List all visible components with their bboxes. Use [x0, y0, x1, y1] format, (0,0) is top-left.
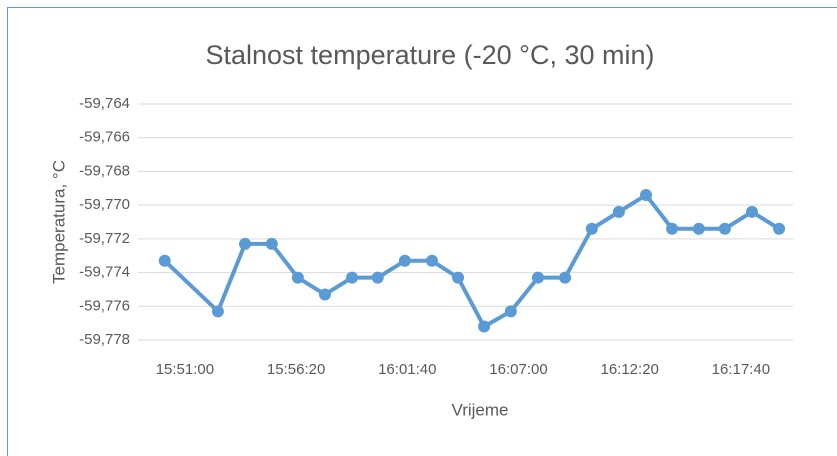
- data-point: [718, 222, 731, 235]
- chart-title: Stalnost temperature (-20 °C, 30 min): [206, 40, 655, 70]
- data-point: [504, 305, 517, 318]
- data-point: [559, 271, 572, 284]
- y-axis-label: Temperatura, °C: [49, 160, 68, 284]
- data-point: [478, 320, 491, 333]
- data-point: [291, 271, 304, 284]
- y-tick-label: -59,774: [79, 264, 130, 281]
- data-point: [318, 288, 331, 301]
- x-tick-label: 16:12:20: [600, 361, 658, 378]
- data-point: [452, 271, 465, 284]
- x-tick-label: 16:01:40: [378, 361, 436, 378]
- data-point: [666, 222, 679, 235]
- data-point: [265, 237, 278, 250]
- data-point: [371, 271, 384, 284]
- data-point: [531, 271, 544, 284]
- data-point: [398, 254, 411, 267]
- y-tick-label: -59,778: [79, 331, 130, 348]
- chart-border: [7, 7, 837, 456]
- data-point: [585, 222, 598, 235]
- data-point: [692, 222, 705, 235]
- x-tick-label: 16:17:40: [712, 361, 770, 378]
- data-point: [773, 222, 786, 235]
- data-point: [158, 254, 171, 267]
- y-tick-label: -59,772: [79, 230, 130, 247]
- data-point: [745, 205, 758, 218]
- x-axis-label: Vrijeme: [452, 400, 509, 419]
- data-point: [211, 305, 224, 318]
- data-point: [346, 271, 359, 284]
- y-tick-label: -59,766: [79, 129, 130, 146]
- y-tick-label: -59,770: [79, 196, 130, 213]
- data-point: [640, 189, 653, 202]
- y-tick-label: -59,768: [79, 162, 130, 179]
- y-tick-label: -59,764: [79, 95, 130, 112]
- x-tick-label: 16:07:00: [489, 361, 547, 378]
- data-point: [239, 237, 252, 250]
- data-point: [612, 205, 625, 218]
- x-tick-label: 15:56:20: [267, 361, 325, 378]
- y-tick-label: -59,776: [79, 297, 130, 314]
- x-tick-label: 15:51:00: [156, 361, 214, 378]
- data-point: [425, 254, 438, 267]
